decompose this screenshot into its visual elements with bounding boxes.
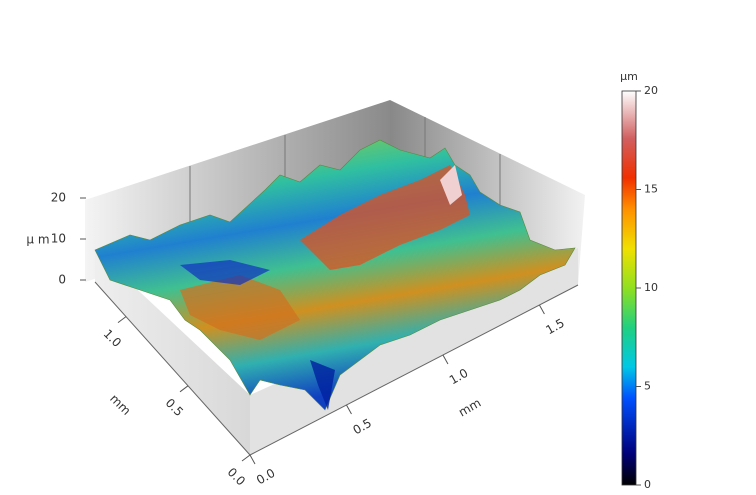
y-tick-label: 1.0 [101, 327, 124, 350]
y-tick [179, 385, 189, 393]
colorbar-tick-label: 10 [644, 281, 658, 294]
x-tick [249, 454, 256, 465]
y-tick-label: 0.0 [225, 465, 248, 488]
surface-ridge [180, 275, 300, 340]
colorbar-tick-label: 15 [644, 183, 658, 196]
y-tick-label: 0.5 [163, 396, 186, 419]
y-tick [117, 316, 127, 324]
front-wall-left [95, 250, 250, 455]
surface-valley [180, 260, 270, 285]
x-axis [249, 284, 579, 456]
x-axis-label: mm [456, 396, 483, 420]
x-tick [538, 304, 545, 315]
surface-ridge [300, 165, 470, 270]
surface-peak [440, 165, 462, 205]
colorbar-tick-label: 20 [644, 84, 658, 97]
x-tick-label: 1.0 [447, 366, 471, 388]
colorbar [621, 90, 637, 486]
z-axis-label: µ m [26, 233, 49, 247]
surface-valley [310, 360, 335, 410]
x-tick [346, 404, 352, 415]
y-tick [241, 454, 251, 462]
y-axis-label: mm [107, 391, 133, 417]
x-tick-label: 0.0 [254, 466, 278, 488]
x-tick [442, 354, 449, 365]
y-axis [94, 281, 251, 456]
colorbar-tick-label: 5 [644, 380, 651, 393]
z-tick-label: 20 [51, 191, 66, 205]
colorbar-label: µm [620, 70, 638, 83]
x-tick-label: 0.5 [350, 416, 374, 438]
back-wall-right [390, 100, 585, 285]
z-tick-label: 0 [58, 273, 66, 287]
x-tick-label: 1.5 [543, 316, 567, 338]
z-tick-label: 10 [51, 232, 66, 246]
colorbar-tick-label: 0 [644, 478, 651, 491]
